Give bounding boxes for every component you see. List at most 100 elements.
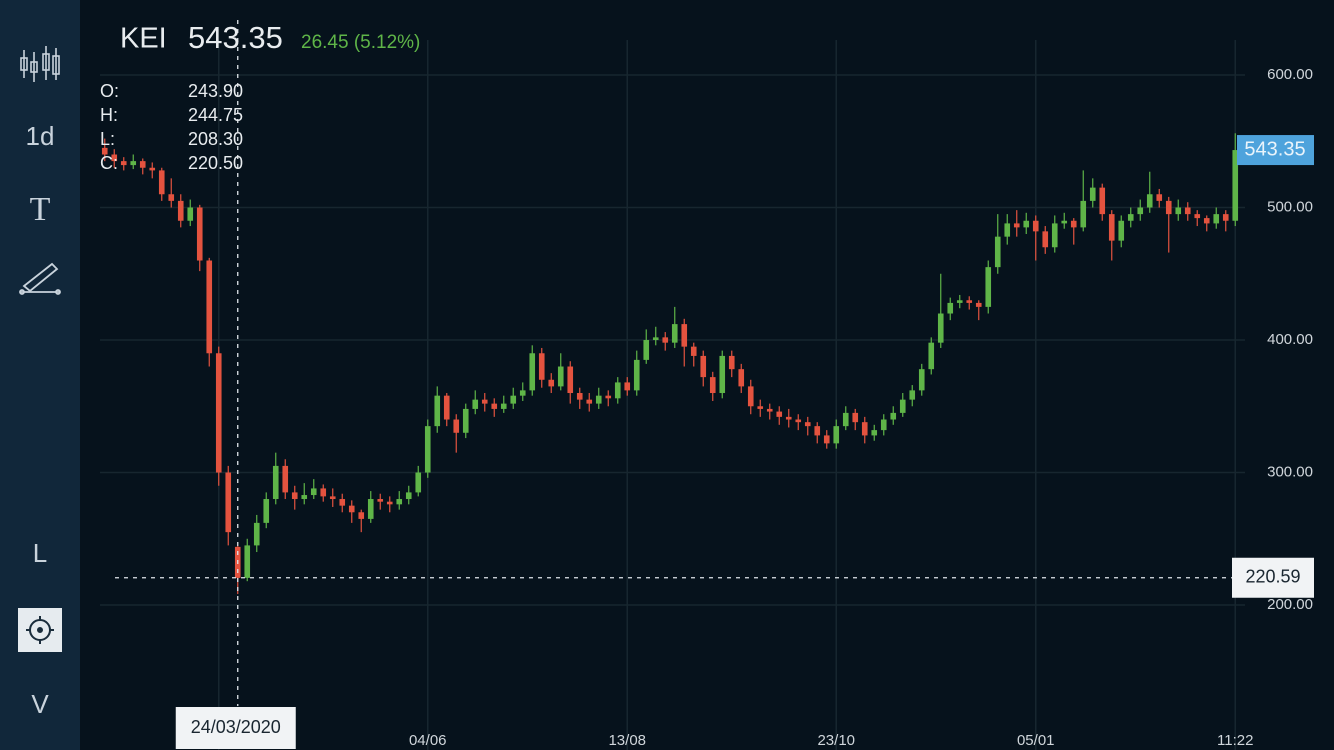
candle-body bbox=[937, 313, 944, 343]
candle-body bbox=[272, 465, 279, 500]
candle-body bbox=[605, 395, 612, 399]
candle-body bbox=[291, 492, 298, 500]
candle-body bbox=[168, 194, 175, 201]
candle-body bbox=[443, 395, 450, 420]
candle-body bbox=[101, 147, 108, 155]
x-tick-label: 04/06 bbox=[409, 732, 447, 749]
x-tick-label: 13/08 bbox=[608, 732, 646, 749]
candle-body bbox=[671, 324, 678, 343]
crosshair-date: 24/03/2020 bbox=[191, 717, 281, 737]
candle-body bbox=[1061, 220, 1068, 224]
candle-body bbox=[842, 412, 849, 427]
candle-body bbox=[852, 412, 859, 423]
candle-body bbox=[814, 426, 821, 436]
interval-button[interactable]: 1d bbox=[26, 121, 55, 151]
candle-body bbox=[434, 395, 441, 427]
candle-body bbox=[595, 395, 602, 404]
candle-body bbox=[766, 408, 773, 412]
candle-body bbox=[320, 488, 327, 497]
candle-body bbox=[909, 390, 916, 400]
candle-body bbox=[614, 382, 621, 399]
candle-body bbox=[1042, 231, 1049, 248]
volume-button[interactable]: V bbox=[31, 689, 49, 719]
text-tool[interactable]: T bbox=[30, 191, 51, 228]
candle-body bbox=[310, 488, 317, 496]
last-price: 543.35 bbox=[1244, 138, 1305, 160]
candle-body bbox=[1108, 214, 1115, 241]
y-tick-label: 200.00 bbox=[1267, 596, 1313, 613]
candle-body bbox=[757, 406, 764, 409]
ohlc-label: H: bbox=[100, 105, 118, 125]
candle-body bbox=[1222, 214, 1229, 221]
x-tick-label: 23/10 bbox=[817, 732, 855, 749]
ohlc-value: 220.50 bbox=[188, 153, 243, 173]
crosshair-icon bbox=[26, 616, 54, 644]
ohlc-value: 208.30 bbox=[188, 129, 243, 149]
candle-body bbox=[329, 496, 336, 500]
ohlc-label: L: bbox=[100, 129, 115, 149]
crosshair-date-box bbox=[175, 707, 296, 749]
candle-body bbox=[424, 426, 431, 473]
candle-tool[interactable] bbox=[20, 46, 60, 82]
ohlc-value: 244.75 bbox=[188, 105, 243, 125]
candle-body bbox=[700, 355, 707, 378]
candle-body bbox=[1070, 220, 1077, 228]
candle-body bbox=[1184, 207, 1191, 215]
candle-body bbox=[1194, 214, 1201, 219]
candle-body bbox=[386, 501, 393, 505]
candle-body bbox=[681, 324, 688, 347]
candle-body bbox=[158, 170, 165, 195]
candle-body bbox=[1013, 223, 1020, 228]
candle-body bbox=[833, 426, 840, 444]
line-button[interactable]: L bbox=[33, 538, 47, 568]
candle-body bbox=[1089, 187, 1096, 201]
candle-body bbox=[728, 355, 735, 370]
candle-body bbox=[206, 260, 213, 354]
candle-body bbox=[196, 207, 203, 261]
grid: 200.00300.00400.00500.00600.0018/0304/06… bbox=[100, 40, 1313, 750]
candle-body bbox=[538, 353, 545, 380]
candle-body bbox=[557, 366, 564, 387]
candle-body bbox=[215, 353, 222, 473]
x-tick-label: 11:22 bbox=[1217, 732, 1253, 749]
candle-body bbox=[643, 340, 650, 360]
ohlc-label: C: bbox=[100, 153, 118, 173]
candle-body bbox=[785, 416, 792, 420]
candle-body bbox=[1146, 194, 1153, 208]
candle-body bbox=[719, 355, 726, 394]
candle-body bbox=[1023, 220, 1030, 228]
candle-body bbox=[1004, 223, 1011, 237]
candle-body bbox=[187, 207, 194, 221]
candle-body bbox=[567, 366, 574, 394]
candle-body bbox=[709, 377, 716, 394]
candle-body bbox=[918, 369, 925, 391]
candle-body bbox=[358, 512, 365, 519]
candle-body bbox=[871, 430, 878, 436]
candle-body bbox=[880, 419, 887, 431]
candle-body bbox=[928, 342, 935, 370]
candle-body bbox=[747, 386, 754, 407]
draw-tool[interactable] bbox=[19, 262, 61, 295]
candle-body bbox=[510, 395, 517, 404]
candle-body bbox=[861, 422, 868, 436]
symbol: KEI bbox=[120, 23, 167, 55]
candle-body bbox=[139, 161, 146, 168]
candle-body bbox=[1032, 220, 1039, 232]
candle-body bbox=[652, 337, 659, 341]
candle-body bbox=[415, 472, 422, 493]
candle-body bbox=[263, 499, 270, 523]
candle-body bbox=[367, 499, 374, 519]
candle-body bbox=[804, 422, 811, 427]
last-price-box bbox=[1237, 135, 1314, 166]
candle-body bbox=[453, 419, 460, 433]
ohlc-label: O: bbox=[100, 81, 119, 101]
candle-body bbox=[1099, 187, 1106, 215]
candle-body bbox=[348, 505, 355, 513]
candle-body bbox=[377, 499, 384, 502]
candle-body bbox=[500, 403, 507, 409]
candle-body bbox=[690, 346, 697, 356]
candle-body bbox=[396, 499, 403, 505]
candle-body bbox=[120, 161, 127, 166]
candle-body bbox=[130, 161, 137, 166]
